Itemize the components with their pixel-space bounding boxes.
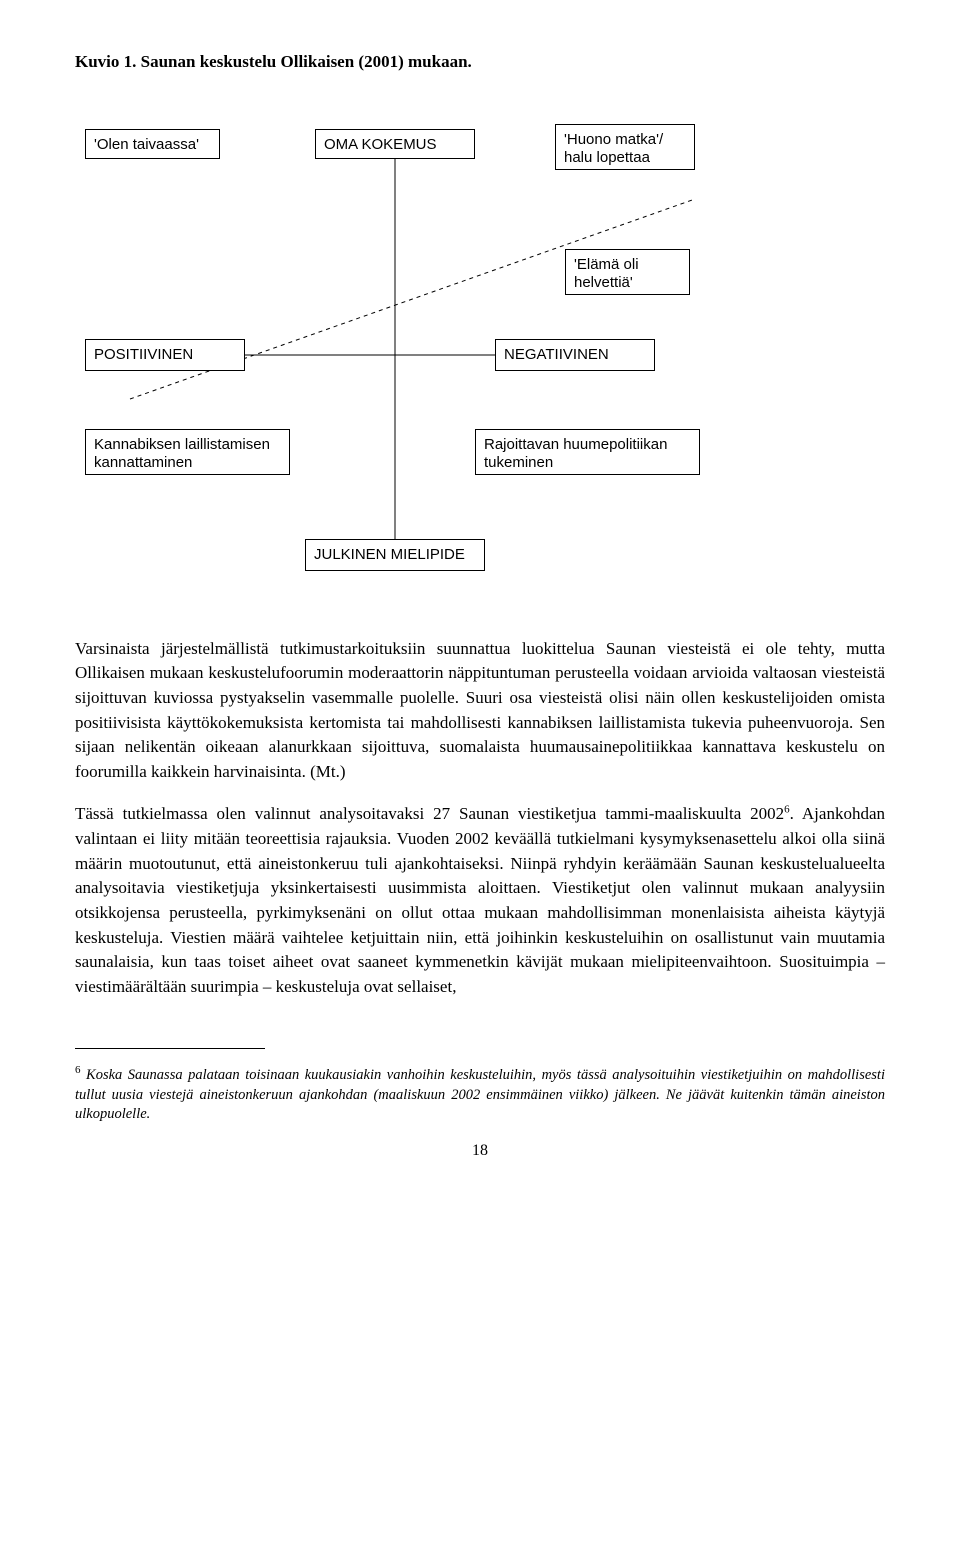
diagram-box-julkinen-mielipide: JULKINEN MIELIPIDE <box>305 539 485 571</box>
diagram-box-rajoittava: Rajoittavan huumepolitiikan tukeminen <box>475 429 700 475</box>
diagram-box-huono-matka: 'Huono matka'/ halu lopettaa <box>555 124 695 170</box>
footnote-text: Koska Saunassa palataan toisinaan kuukau… <box>75 1067 885 1122</box>
paragraph-2: Tässä tutkielmassa olen valinnut analyso… <box>75 802 885 999</box>
figure-diagram: 'Olen taivaassa' OMA KOKEMUS 'Huono matka'… <box>75 89 875 609</box>
paragraph-2a: Tässä tutkielmassa olen valinnut analyso… <box>75 804 784 823</box>
diagram-box-kannabis-kannatus: Kannabiksen laillistamisen kannattaminen <box>85 429 290 475</box>
diagram-box-olen-taivaassa: 'Olen taivaassa' <box>85 129 220 159</box>
footnote-separator <box>75 1048 265 1049</box>
paragraph-1: Varsinaista järjestelmällistä tutkimusta… <box>75 637 885 785</box>
diagram-box-positiivinen: POSITIIVINEN <box>85 339 245 371</box>
page-number: 18 <box>75 1139 885 1162</box>
diagram-box-negatiivinen: NEGATIIVINEN <box>495 339 655 371</box>
figure-title: Kuvio 1. Saunan keskustelu Ollikaisen (2… <box>75 50 885 75</box>
footnote: 6 Koska Saunassa palataan toisinaan kuuk… <box>75 1063 885 1125</box>
diagram-box-elama-helvettia: 'Elämä oli helvettiä' <box>565 249 690 295</box>
paragraph-2b: . Ajankohdan valintaan ei liity mitään t… <box>75 804 885 995</box>
diagram-box-oma-kokemus: OMA KOKEMUS <box>315 129 475 159</box>
